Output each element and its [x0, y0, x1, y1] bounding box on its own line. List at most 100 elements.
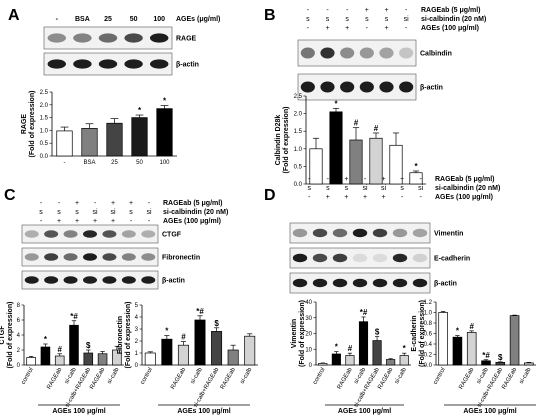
panel-b-treatment-cell: - — [307, 7, 310, 14]
panel-c-fibronectin-y-tick-label: 2 — [135, 339, 139, 345]
panel-d-blot-band — [352, 278, 368, 288]
panel-a-bar — [156, 108, 173, 157]
panel-c-blot-band — [44, 253, 59, 261]
panel-d-ecadherin-y-tick-label: 0.0 — [424, 363, 433, 369]
panel-d-blot-strip — [289, 247, 431, 269]
panel-c-fibronectin-category-label: control — [140, 367, 154, 386]
panel-b-treatment-cell: + — [384, 7, 388, 14]
panel-a-blot-band — [124, 59, 143, 69]
panel-b-bar — [349, 139, 363, 185]
panel-b-treatment-cell: + — [365, 7, 369, 14]
panel-c-treatment-cell: s — [57, 209, 61, 216]
panel-a-blot-band — [73, 59, 92, 69]
panel-b-y-tick-label: 2.5 — [294, 94, 303, 100]
panel-d-treatment-cell: - — [364, 176, 367, 183]
panel-a-y-tick-label: 0.5 — [40, 141, 49, 147]
panel-b-treatment-cell: si — [404, 16, 410, 23]
panel-d-blot-band — [412, 278, 428, 288]
panel-c-treatment-label: RAGEab (5 μg/ml) — [163, 200, 223, 207]
panel-a-category-label: 100 — [159, 160, 170, 166]
panel-b-blot-band — [359, 81, 374, 93]
panel-b-blot-label: β-actin — [420, 85, 443, 92]
panel-b-blot-band — [399, 81, 414, 93]
panel-b-bar — [309, 148, 323, 185]
panel-d-ecadherin-y-tick-label: 0.4 — [424, 342, 433, 348]
panel-b-treatment-label: RAGEab (5 μg/ml) — [421, 7, 481, 14]
panel-c-treatment-cell: + — [111, 200, 115, 207]
panel-c-treatment-cell: - — [94, 200, 97, 207]
panel-d-vimentin-ylabel-sub: (Fold of expression) — [299, 300, 306, 367]
panel-d-blot-band — [332, 253, 348, 263]
panel-c-treatment-cell: - — [40, 200, 43, 207]
panel-d-ecadherin-y-tick-label: 1.2 — [424, 300, 433, 306]
panel-c-blot-band — [63, 276, 78, 284]
panel-c-treatment-cell: - — [40, 218, 43, 225]
panel-c-fibronectin-bar — [161, 338, 173, 366]
panel-d-blot-band — [312, 278, 328, 288]
panel-c-blot-band — [44, 276, 59, 284]
panel-d-treatment-cell: s — [345, 185, 349, 192]
panel-c-blot-band — [63, 253, 78, 261]
panel-d-ecadherin-bar — [438, 312, 448, 366]
panel-c-ctgf-significance-mark: *# — [70, 312, 78, 321]
panel-c-treatment-cell: s — [129, 209, 133, 216]
panel-c-blot-band — [102, 276, 117, 284]
panel-c-ctgf-y-tick-label: 0 — [17, 363, 21, 369]
panel-d-treatment-cell: - — [308, 176, 311, 183]
panel-c-treatment-cell: + — [129, 200, 133, 207]
panel-c-fibronectin-y-tick-label: 0 — [135, 363, 139, 369]
panel-c-fibronectin-category-label: RAGEab — [220, 366, 237, 390]
panel-a-blot-band — [47, 59, 67, 69]
panel-b-bar — [369, 137, 383, 185]
panel-d-ecadherin-category-label: si-calb — [519, 366, 533, 385]
panel-b-significance-mark: # — [374, 124, 379, 133]
panel-b-treatment-cell: - — [405, 7, 408, 14]
panel-a-y-tick-label: 1.0 — [40, 128, 49, 134]
panel-a-blot-band — [73, 33, 92, 43]
panel-b-treatment-label: AGEs (100 μg/ml) — [421, 25, 479, 32]
panel-b-blot-band — [399, 47, 414, 59]
panel-d-vimentin-group-label: AGEs 100 μg/ml — [338, 408, 391, 415]
panel-c-blot-band — [121, 230, 136, 238]
panel-c-fibronectin-y-tick-label: 5 — [135, 303, 139, 309]
panel-d-blot-band — [292, 278, 308, 288]
panel-c-blot-label: β-actin — [162, 278, 185, 285]
panel-c-blot-band — [83, 253, 97, 261]
panel-b-y-tick-label: 0.0 — [294, 182, 303, 188]
panel-c-fibronectin-y-tick-label: 3 — [135, 327, 139, 333]
panel-d-blot-band — [392, 228, 408, 238]
panel-d-ecadherin-y-tick-label: 0.6 — [424, 332, 433, 338]
panel-d-vimentin-y-tick-label: 40 — [305, 300, 312, 306]
panel-a-ylabel: RAGE — [21, 114, 28, 135]
panel-d-ecadherin-ylabel-sub: (Fold of expression) — [419, 300, 426, 367]
panel-a-blot-band — [47, 33, 67, 43]
panel-b-blot-band — [340, 47, 355, 59]
panel-b-blot-band — [320, 47, 335, 59]
panel-d-treatment-cell: s — [308, 185, 312, 192]
panel-d-treatment-cell: - — [327, 176, 330, 183]
panel-a-blot-band — [98, 33, 118, 43]
panel-c-fibronectin-bar — [194, 319, 206, 366]
panel-b-blot-band — [340, 81, 355, 93]
panel-d-vimentin-bar — [372, 340, 382, 366]
panel-c-fibronectin-category-label: si-calb — [240, 366, 254, 385]
panel-d-treatment-cell: si — [418, 185, 424, 192]
panel-d-blot-band — [332, 278, 348, 288]
panel-c-treatment-cell: + — [57, 218, 61, 225]
panel-d-treatment-label: si-calbindin (20 nM) — [435, 185, 500, 192]
panel-d-vimentin-bar — [386, 359, 396, 366]
panel-c-blot-band — [102, 230, 117, 238]
panel-d-vimentin-significance-mark: * — [335, 343, 339, 352]
panel-b-blot-band — [379, 81, 394, 93]
panel-c-treatment-label: si-calbindin (20 nM) — [163, 209, 228, 216]
panel-a-bar — [131, 117, 148, 157]
panel-c-blot-band — [102, 253, 117, 261]
panel-c-fibronectin-group-label: AGEs 100 μg/ml — [177, 408, 230, 415]
panel-c-treatment-cell: + — [111, 218, 115, 225]
panel-c-treatment-cell: - — [148, 200, 151, 207]
panel-a-y-tick-label: 0.0 — [40, 154, 49, 160]
panel-c-fibronectin-significance-mark: *# — [196, 307, 204, 316]
panel-d-blot-label: Vimentin — [434, 231, 463, 238]
panel-c-ctgf-y-tick-label: 8 — [17, 303, 21, 309]
